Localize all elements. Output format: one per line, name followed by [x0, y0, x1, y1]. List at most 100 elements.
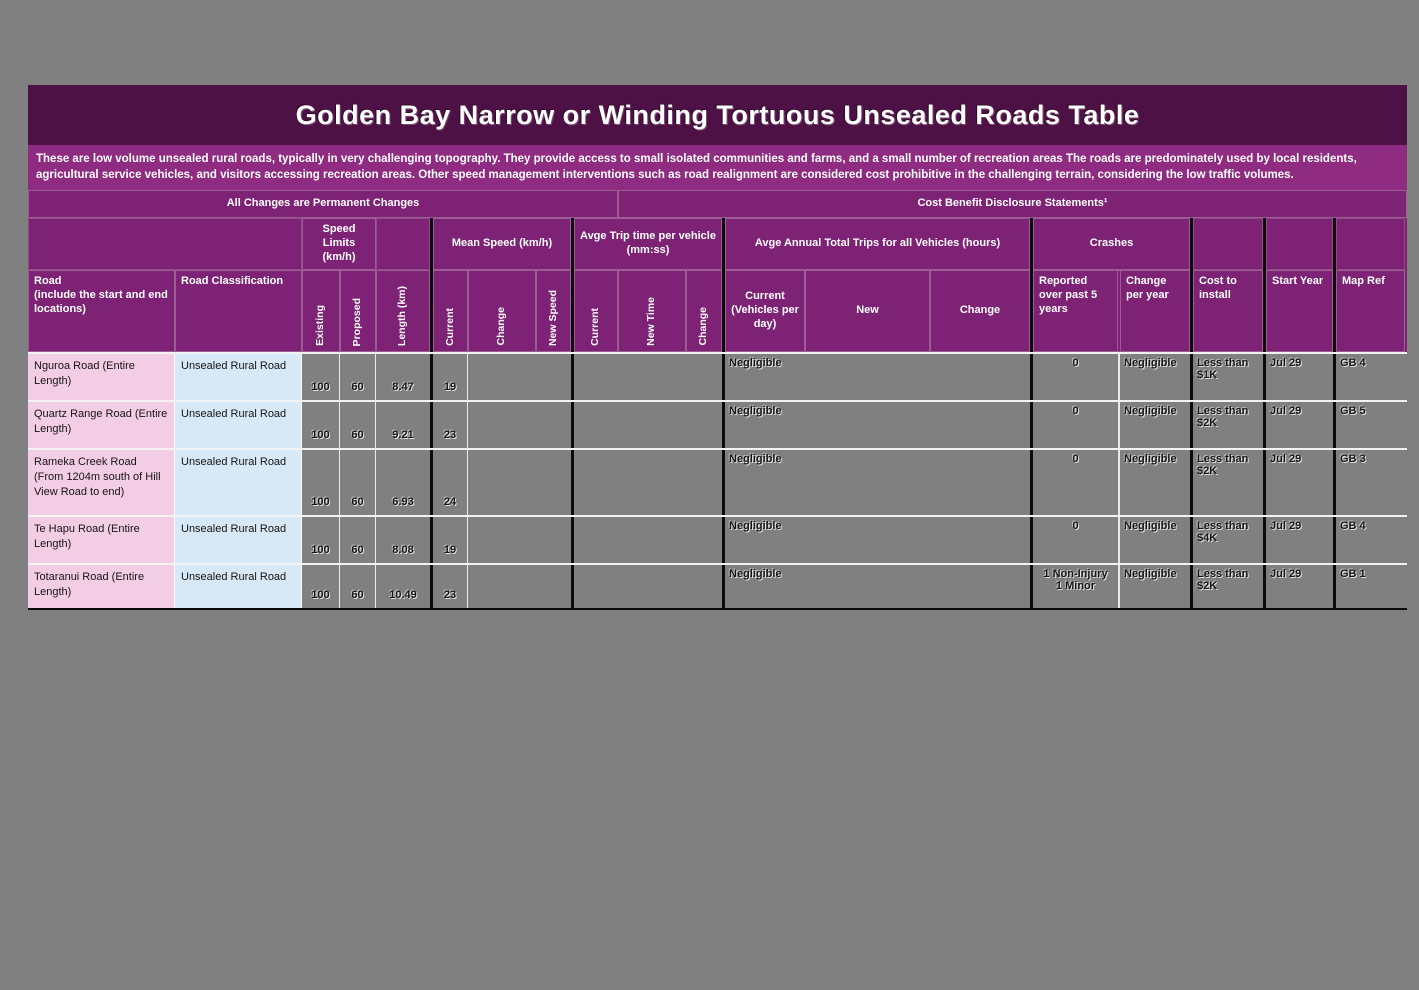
row-separator: [430, 517, 433, 563]
column-separator: [1263, 270, 1266, 352]
row-separator: [1030, 402, 1033, 448]
road-name: Totaranui Road (Entire Length): [28, 565, 175, 608]
proposed-speed: 60: [340, 517, 376, 563]
row-separator: [571, 402, 574, 448]
cost-to-install: Less than $4K: [1197, 520, 1249, 544]
column-separator: [1190, 270, 1193, 352]
section-cost-benefit: Cost Benefit Disclosure Statements¹: [618, 190, 1407, 218]
road-classification: Unsealed Rural Road: [175, 450, 302, 515]
row-separator: [1030, 517, 1033, 563]
table-row: Quartz Range Road (Entire Length) Unseal…: [28, 400, 1407, 448]
roads-table: Golden Bay Narrow or Winding Tortuous Un…: [28, 85, 1407, 610]
crashes-reported: 0: [1072, 405, 1079, 417]
row-separator: [1333, 517, 1336, 563]
row-separator: [722, 565, 725, 608]
row-separator: [1333, 402, 1336, 448]
mean-speed-change-cell: [468, 354, 536, 400]
group-header-row: Speed Limits (km/h) Mean Speed (km/h) Av…: [28, 218, 1407, 270]
col-map-ref: Map Ref: [1336, 270, 1405, 352]
mean-speed-current: 19: [433, 517, 468, 563]
length-km: 8.08: [392, 544, 414, 556]
row-separator: [1190, 450, 1193, 515]
row-separator: [722, 517, 725, 563]
start-year: Jul 29: [1270, 357, 1302, 369]
col-trips-new: New: [805, 270, 930, 352]
row-separator: [722, 450, 725, 515]
trip-time-current-cell: [574, 517, 618, 563]
table-row: Rameka Creek Road (From 1204m south of H…: [28, 448, 1407, 515]
proposed-speed: 60: [340, 450, 376, 515]
road-name: Quartz Range Road (Entire Length): [28, 402, 175, 448]
col-new-time: New Time: [618, 270, 686, 352]
row-separator: [571, 517, 574, 563]
row-separator: [1263, 450, 1266, 515]
row-separator: [1190, 402, 1193, 448]
crashes-change-per-year: Negligible: [1124, 405, 1177, 417]
section-header-row: All Changes are Permanent Changes Cost B…: [28, 190, 1407, 218]
mean-speed-current: 19: [433, 354, 468, 400]
road-classification: Unsealed Rural Road: [175, 402, 302, 448]
row-separator: [1263, 565, 1266, 608]
mean-speed-current: 24: [433, 450, 468, 515]
trip-time-change-cell: [686, 517, 722, 563]
col-trips-current: Current (Vehicles per day): [725, 270, 805, 352]
row-separator: [430, 565, 433, 608]
crashes-reported: 0: [1072, 453, 1079, 465]
row-separator: [1263, 354, 1266, 400]
column-separator: [1030, 270, 1033, 352]
trips-current: Negligible: [729, 357, 782, 369]
column-separator: [722, 270, 725, 352]
table-row: Nguroa Road (Entire Length) Unsealed Rur…: [28, 352, 1407, 400]
new-time-cell: [618, 402, 686, 448]
road-classification: Unsealed Rural Road: [175, 565, 302, 608]
mean-speed-change-cell: [468, 450, 536, 515]
row-separator: [571, 354, 574, 400]
new-time-cell: [618, 517, 686, 563]
row-separator: [1333, 450, 1336, 515]
new-time-cell: [618, 450, 686, 515]
row-separator: [1030, 565, 1033, 608]
trip-time-current-cell: [574, 565, 618, 608]
group-separator: [1263, 218, 1266, 270]
group-separator: [571, 218, 574, 270]
map-ref: GB 3: [1340, 453, 1366, 465]
crashes-reported: 0: [1072, 520, 1079, 532]
row-separator: [1263, 402, 1266, 448]
trip-time-current-cell: [574, 450, 618, 515]
col-proposed: Proposed: [340, 270, 376, 352]
group-total-trips: Avge Annual Total Trips for all Vehicles…: [725, 218, 1030, 270]
col-length: Length (km): [376, 270, 430, 352]
section-permanent-changes: All Changes are Permanent Changes: [28, 190, 618, 218]
trips-current: Negligible: [729, 453, 782, 465]
row-separator: [1333, 354, 1336, 400]
trips-current: Negligible: [729, 405, 782, 417]
cost-to-install: Less than $2K: [1197, 568, 1249, 592]
map-ref: GB 4: [1340, 357, 1366, 369]
start-year: Jul 29: [1270, 568, 1302, 580]
group-trip-time: Avge Trip time per vehicle (mm:ss): [574, 218, 722, 270]
column-separator: [430, 270, 433, 352]
proposed-speed: 60: [340, 354, 376, 400]
mean-speed-current: 23: [433, 402, 468, 448]
new-speed-cell: [536, 565, 571, 608]
trip-time-change-cell: [686, 402, 722, 448]
group-crashes: Crashes: [1033, 218, 1190, 270]
road-name: Nguroa Road (Entire Length): [28, 354, 175, 400]
row-separator: [430, 354, 433, 400]
group-blank-map-ref: [1336, 218, 1405, 270]
group-blank-start-year: [1266, 218, 1333, 270]
crashes-reported: 0: [1072, 357, 1079, 369]
mean-speed-change-cell: [468, 517, 536, 563]
group-blank-length: [376, 218, 430, 270]
group-separator: [1030, 218, 1033, 270]
existing-speed: 100: [302, 402, 340, 448]
table-description: These are low volume unsealed rural road…: [28, 145, 1407, 190]
column-separator: [571, 270, 574, 352]
road-classification: Unsealed Rural Road: [175, 517, 302, 563]
row-separator: [1118, 565, 1120, 608]
row-separator: [1030, 450, 1033, 515]
crashes-change-per-year: Negligible: [1124, 520, 1177, 532]
existing-speed: 100: [302, 517, 340, 563]
col-mean-speed-change: Change: [468, 270, 536, 352]
start-year: Jul 29: [1270, 520, 1302, 532]
